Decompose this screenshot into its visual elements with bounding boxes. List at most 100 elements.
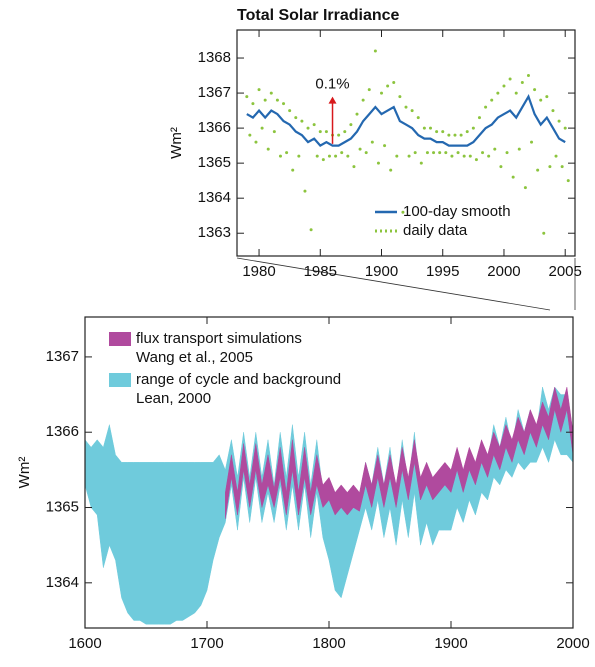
data-point <box>490 98 494 102</box>
data-point <box>428 126 432 130</box>
data-point <box>367 88 371 92</box>
data-point <box>468 154 472 158</box>
data-point <box>257 88 261 92</box>
y-tick-label: 1363 <box>198 224 231 241</box>
y-axis-label: Wm² <box>16 457 33 489</box>
data-point <box>389 168 393 172</box>
data-point <box>481 151 485 155</box>
data-point <box>248 133 252 137</box>
data-point <box>358 147 362 151</box>
data-point <box>407 154 411 158</box>
data-point <box>386 84 390 88</box>
data-point <box>288 109 292 113</box>
data-point <box>303 189 307 193</box>
data-point <box>315 154 319 158</box>
data-point <box>340 151 344 155</box>
y-tick-label: 1368 <box>198 49 231 66</box>
data-point <box>321 158 325 162</box>
data-point <box>306 126 310 130</box>
data-point <box>517 147 521 151</box>
data-point <box>395 154 399 158</box>
x-tick-label: 1900 <box>434 635 467 652</box>
y-tick-label: 1364 <box>46 574 79 591</box>
legend-swatch <box>109 332 131 346</box>
legend-label: flux transport simulations <box>136 330 302 347</box>
x-tick-label: 1900 <box>365 263 398 280</box>
range-band <box>85 386 573 625</box>
data-point <box>373 49 377 53</box>
x-tick-label: 1980 <box>242 263 275 280</box>
chart-title: Total Solar Irradiance <box>237 7 400 24</box>
data-point <box>300 119 304 123</box>
data-point <box>324 130 328 134</box>
y-tick-label: 1366 <box>198 119 231 136</box>
x-tick-label: 1600 <box>68 635 101 652</box>
data-point <box>514 91 518 95</box>
legend-label: 100-day smooth <box>403 203 511 220</box>
data-point <box>285 151 289 155</box>
data-point <box>432 151 436 155</box>
data-point <box>459 133 463 137</box>
data-point <box>554 154 558 158</box>
data-point <box>263 98 267 102</box>
data-point <box>291 168 295 172</box>
y-tick-label: 1364 <box>198 189 231 206</box>
x-tick-label: 1995 <box>426 263 459 280</box>
data-point <box>327 154 331 158</box>
y-tick-label: 1367 <box>198 84 231 101</box>
data-point <box>275 98 279 102</box>
legend-citation: Lean, 2000 <box>136 390 211 407</box>
x-tick-label: 2000 <box>556 635 589 652</box>
x-tick-label: 1985 <box>304 263 337 280</box>
data-point <box>269 91 273 95</box>
data-point <box>551 109 555 113</box>
data-point <box>484 105 488 109</box>
data-point <box>278 154 282 158</box>
range-band <box>225 386 573 519</box>
legend-label: range of cycle and background <box>136 371 341 388</box>
y-tick-label: 1366 <box>46 423 79 440</box>
data-point <box>419 161 423 165</box>
data-point <box>422 126 426 130</box>
data-point <box>520 81 524 85</box>
data-point <box>502 84 506 88</box>
data-point <box>309 228 313 232</box>
plot-frame <box>236 29 576 257</box>
data-point <box>346 154 350 158</box>
data-point <box>254 140 258 144</box>
data-point <box>533 88 537 92</box>
data-point <box>477 116 481 120</box>
data-point <box>337 133 341 137</box>
data-point <box>465 130 469 134</box>
x-tick-label: 2005 <box>549 263 582 280</box>
data-point <box>334 154 338 158</box>
data-point <box>450 154 454 158</box>
data-point <box>453 133 457 137</box>
data-point <box>530 140 534 144</box>
data-point <box>511 175 515 179</box>
data-point <box>548 165 552 169</box>
data-point <box>456 151 460 155</box>
data-point <box>471 126 475 130</box>
zoom-connector <box>236 257 551 311</box>
data-point <box>505 151 509 155</box>
x-tick-label: 2000 <box>487 263 520 280</box>
data-point <box>349 123 353 127</box>
y-tick-label: 1367 <box>46 348 79 365</box>
data-point <box>294 116 298 120</box>
legend-label: daily data <box>403 222 468 239</box>
data-point <box>355 112 359 116</box>
data-point <box>536 168 540 172</box>
data-point <box>499 165 503 169</box>
data-point <box>542 231 546 235</box>
data-point <box>560 165 564 169</box>
x-tick-label: 1700 <box>190 635 223 652</box>
data-point <box>563 126 567 130</box>
data-point <box>312 123 316 127</box>
data-point <box>392 81 396 85</box>
data-point <box>282 102 286 106</box>
data-point <box>370 140 374 144</box>
data-point <box>496 91 500 95</box>
data-point <box>487 154 491 158</box>
data-point <box>435 130 439 134</box>
